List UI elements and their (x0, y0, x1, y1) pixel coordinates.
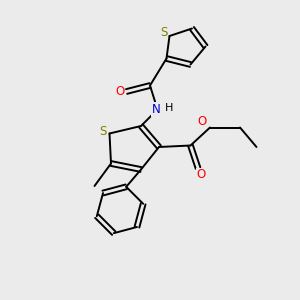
Text: H: H (165, 103, 173, 113)
Text: O: O (197, 115, 206, 128)
Text: S: S (160, 26, 168, 39)
Text: S: S (99, 124, 106, 138)
Text: O: O (116, 85, 124, 98)
Text: O: O (196, 168, 206, 181)
Text: N: N (152, 103, 160, 116)
